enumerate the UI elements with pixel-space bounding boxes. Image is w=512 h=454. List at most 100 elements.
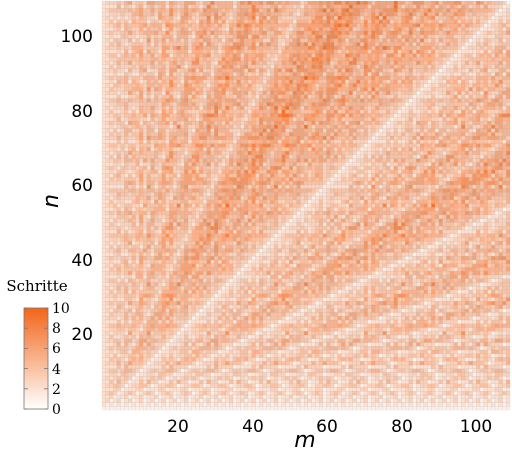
heatmap-cell [225, 38, 230, 43]
heatmap-cell [120, 394, 125, 399]
heatmap-cell [187, 327, 192, 332]
heatmap-cell [101, 229, 106, 234]
heatmap-cell [214, 263, 219, 268]
heatmap-cell [165, 27, 170, 32]
heatmap-cell [157, 68, 163, 73]
heatmap-cell [199, 267, 204, 272]
heatmap-cell [131, 8, 136, 13]
heatmap-cell [270, 64, 275, 69]
heatmap-cell [143, 113, 148, 118]
heatmap-cell [120, 218, 125, 223]
heatmap-cell [195, 132, 200, 137]
heatmap-cell [236, 308, 241, 313]
heatmap-cell [109, 387, 114, 392]
heatmap-cell [195, 38, 200, 43]
heatmap-cell [105, 42, 110, 47]
heatmap-cell [199, 237, 204, 242]
heatmap-cell [202, 162, 207, 167]
heatmap-cell [176, 398, 181, 403]
heatmap-cell [135, 90, 140, 95]
heatmap-cell [255, 158, 260, 163]
heatmap-cell [120, 256, 125, 261]
heatmap-cell [259, 8, 264, 13]
heatmap-cell [184, 83, 189, 88]
heatmap-cell [244, 308, 249, 313]
heatmap-cell [135, 323, 140, 328]
heatmap-cell [225, 203, 230, 208]
heatmap-cell [124, 120, 129, 125]
heatmap-cell [217, 229, 222, 234]
heatmap-cell [195, 304, 200, 309]
heatmap-cell [202, 184, 207, 189]
heatmap-cell [150, 383, 155, 388]
heatmap-cell [232, 90, 237, 95]
heatmap-cell [131, 383, 136, 388]
heatmap-cell [139, 90, 144, 95]
heatmap-cell [116, 117, 121, 122]
heatmap-cell [225, 8, 230, 13]
heatmap-cell [244, 109, 249, 114]
heatmap-cell [236, 64, 241, 69]
heatmap-cell [131, 15, 136, 20]
heatmap-cell [124, 188, 129, 193]
heatmap-cell [143, 117, 148, 122]
heatmap-cell [101, 165, 106, 171]
heatmap-cell [113, 90, 118, 95]
heatmap-cell [128, 372, 133, 377]
heatmap-cell [124, 42, 129, 47]
heatmap-cell [244, 349, 249, 354]
heatmap-cell [244, 120, 249, 125]
heatmap-cell [210, 162, 215, 167]
heatmap-cell [105, 342, 110, 347]
heatmap-cell [165, 357, 170, 362]
heatmap-cell [161, 124, 166, 129]
heatmap-cell [236, 139, 241, 144]
heatmap-cell [143, 192, 148, 197]
heatmap-cell [199, 12, 204, 17]
heatmap-cell [157, 293, 163, 298]
heatmap-cell [131, 406, 136, 411]
heatmap-cell [266, 259, 271, 264]
heatmap-cell [169, 308, 174, 313]
heatmap-cell [214, 364, 219, 369]
heatmap-cell [221, 357, 226, 362]
heatmap-cell [135, 229, 140, 234]
heatmap-cell [270, 259, 275, 264]
heatmap-cell [195, 244, 200, 249]
heatmap-cell [225, 30, 230, 35]
heatmap-cell [161, 289, 166, 294]
heatmap-cell [195, 94, 200, 99]
heatmap-cell [247, 45, 252, 50]
heatmap-cell [143, 229, 148, 234]
heatmap-cell [214, 165, 219, 171]
heatmap-cell [221, 34, 226, 39]
heatmap-cell [135, 42, 140, 47]
heatmap-cell [244, 286, 249, 291]
heatmap-cell [105, 361, 110, 366]
heatmap-cell [113, 222, 118, 227]
heatmap-cell [116, 383, 121, 388]
heatmap-cell [240, 4, 245, 9]
heatmap-cell [116, 244, 121, 249]
heatmap-cell [247, 214, 252, 219]
heatmap-cell [240, 233, 245, 238]
heatmap-cell [217, 402, 222, 407]
heatmap-cell [236, 195, 241, 201]
heatmap-cell [214, 338, 219, 343]
heatmap-cell [187, 102, 192, 107]
heatmap-cell [259, 34, 264, 39]
heatmap-cell [109, 214, 114, 219]
heatmap-cell [124, 102, 129, 107]
heatmap-cell [199, 244, 204, 249]
heatmap-cell [109, 289, 114, 294]
heatmap-cell [225, 391, 230, 396]
heatmap-cell [169, 301, 174, 306]
heatmap-cell [187, 289, 192, 294]
heatmap-cell [165, 293, 170, 298]
heatmap-cell [184, 327, 189, 332]
heatmap-cell [165, 323, 170, 328]
heatmap-cell [210, 274, 215, 279]
heatmap-cell [266, 60, 271, 65]
heatmap-cell [150, 79, 155, 84]
heatmap-cell [184, 349, 189, 354]
